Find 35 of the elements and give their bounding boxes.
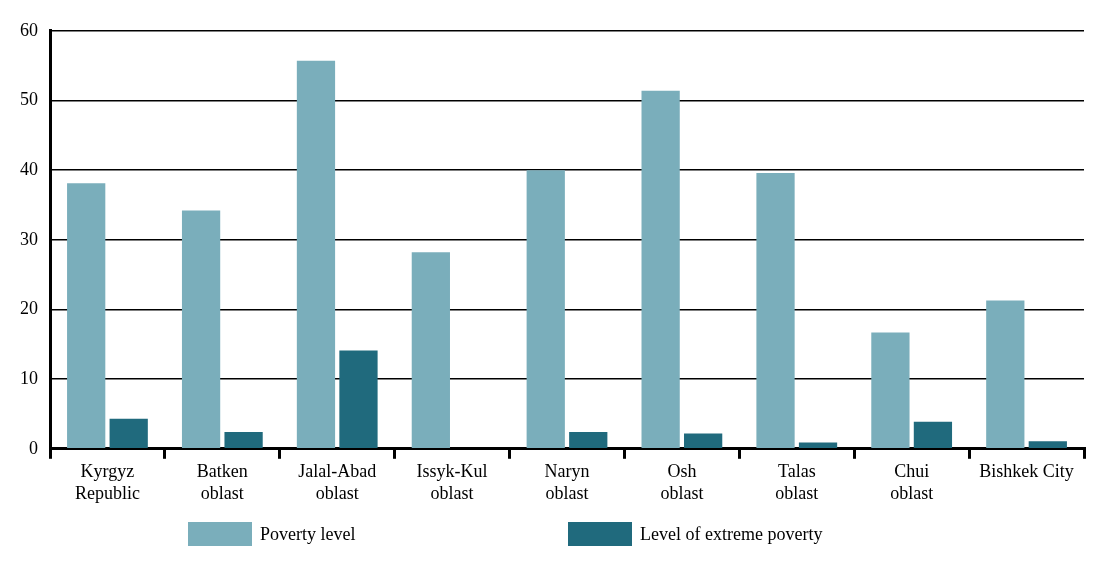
bar xyxy=(684,433,723,449)
bar xyxy=(641,90,680,449)
y-tick-label: 0 xyxy=(29,437,38,458)
x-tick-label: Kyrgyz Republic xyxy=(74,461,140,503)
x-tick-label: Chui oblast xyxy=(890,461,934,503)
bar xyxy=(296,60,336,449)
y-tick-label: 40 xyxy=(20,158,38,179)
x-tick-label: Bishkek City xyxy=(979,461,1074,482)
bar xyxy=(756,172,795,449)
bar xyxy=(109,418,148,449)
x-tick-label: Issyk-Kul oblast xyxy=(416,461,488,503)
x-tick-label: Naryn oblast xyxy=(544,461,590,503)
bar xyxy=(339,350,378,449)
y-tick-label: 10 xyxy=(20,367,38,388)
y-tick-label: 50 xyxy=(20,89,38,110)
bar xyxy=(871,332,910,449)
bar xyxy=(986,300,1025,449)
bar xyxy=(411,252,450,449)
bar xyxy=(67,183,106,449)
legend-label: Poverty level xyxy=(260,523,356,545)
bar xyxy=(913,421,953,449)
legend-label: Level of extreme poverty xyxy=(640,523,823,545)
x-tick-label: Osh oblast xyxy=(660,461,704,503)
x-tick-label: Talas oblast xyxy=(775,461,819,503)
bar xyxy=(224,432,263,449)
x-tick-label: Jalal-Abad oblast xyxy=(298,461,377,503)
y-tick-label: 20 xyxy=(20,298,38,319)
y-tick-label: 60 xyxy=(20,19,38,40)
bar xyxy=(526,170,565,449)
bar xyxy=(1028,441,1067,449)
bar xyxy=(181,210,221,449)
y-tick-label: 30 xyxy=(20,228,38,249)
bar xyxy=(798,442,838,449)
x-tick-label: Batken oblast xyxy=(196,461,248,503)
bar xyxy=(569,432,608,449)
